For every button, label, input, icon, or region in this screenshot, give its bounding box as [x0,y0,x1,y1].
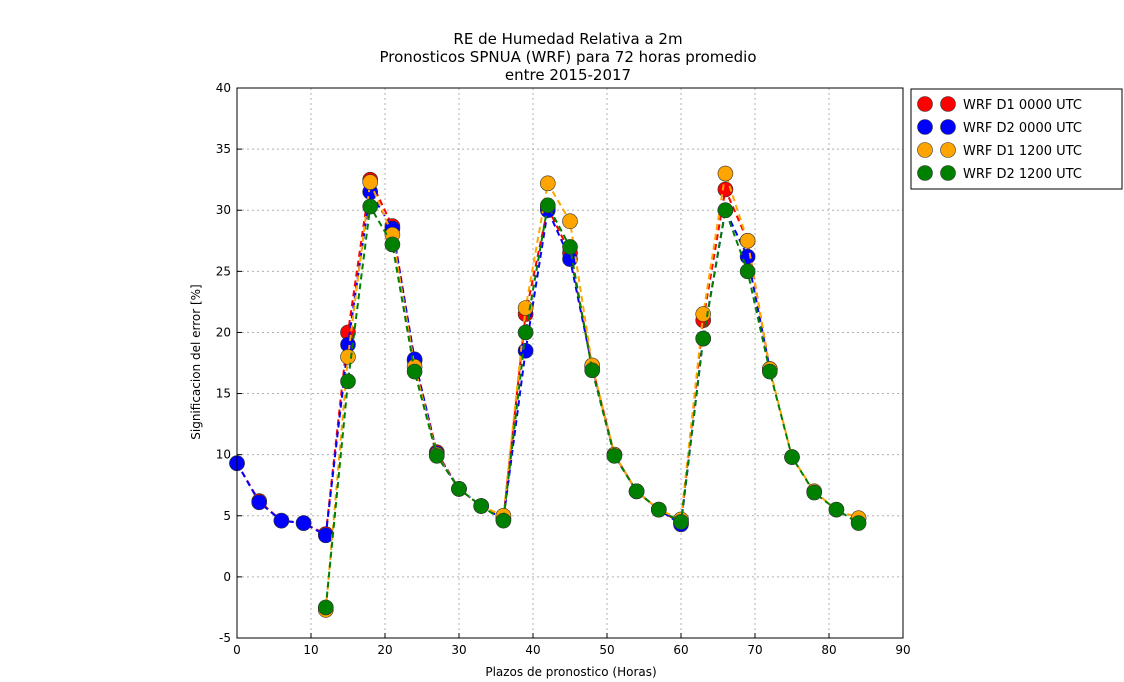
legend-label: WRF D2 0000 UTC [963,121,1082,136]
data-point [362,174,379,190]
legend-entry: WRF D2 0000 UTC [917,119,1082,136]
data-point [517,300,534,316]
data-point [362,198,379,215]
x-tick-label: 70 [747,643,762,657]
y-tick-label: -5 [219,631,231,645]
legend-entry: WRF D1 1200 UTC [917,142,1082,159]
series-line [324,173,859,610]
series-wrf-d2-0000-utc [229,184,778,544]
legend-marker [940,96,956,112]
data-point [451,481,467,497]
legend-marker [917,165,933,181]
data-point [717,165,734,182]
series-layer [229,165,867,618]
legend-label: WRF D1 1200 UTC [963,144,1082,159]
grid-lines [237,88,903,638]
data-point [717,202,734,219]
data-point [606,448,623,464]
y-axis-label: Significacion del error [%] [189,284,203,440]
data-point [695,306,712,322]
data-point [273,512,290,529]
data-point [495,512,512,529]
chart-title-line-2: Pronosticos SPNUA (WRF) para 72 horas pr… [379,48,756,66]
legend-marker [940,165,956,181]
data-point [739,263,756,280]
title-block: RE de Humedad Relativa a 2m Pronosticos … [379,30,756,84]
data-point [761,363,778,380]
legend-marker [917,96,933,112]
data-point [340,349,356,365]
chart-title-line-3: entre 2015-2017 [505,66,631,84]
data-point [806,484,823,501]
series-wrf-d1-1200-utc [317,165,867,618]
legend-entry: WRF D1 0000 UTC [917,96,1082,113]
y-tick-label: 25 [216,264,231,278]
series-wrf-d1-0000-utc [229,171,778,542]
data-point [473,498,490,514]
data-point [695,330,712,347]
chart-title-line-1: RE de Humedad Relativa a 2m [453,30,682,48]
data-point [406,363,423,380]
series-line [324,202,860,608]
data-point [828,501,845,518]
data-point [562,213,578,230]
data-point [650,501,667,518]
series-wrf-d2-1200-utc [317,197,867,616]
x-tick-label: 0 [233,643,241,657]
data-point [317,527,334,544]
legend-label: WRF D1 0000 UTC [963,98,1082,113]
x-tick-label: 90 [895,643,910,657]
x-tick-label: 40 [525,643,540,657]
y-tick-label: 20 [216,325,231,339]
x-tick-label: 20 [377,643,392,657]
data-point [784,449,800,465]
data-point [384,236,401,253]
data-point [584,362,601,379]
series-line [236,176,771,536]
legend-label: WRF D2 1200 UTC [963,167,1082,182]
legend-marker [917,119,933,135]
y-axis-ticks: -5 0 5 10 15 20 25 30 35 40 [216,81,242,645]
y-tick-label: 15 [216,387,231,401]
legend-marker [917,142,933,158]
data-point [539,197,556,214]
x-tick-label: 60 [673,643,688,657]
legend-entry: WRF D2 1200 UTC [917,165,1082,182]
y-tick-label: 30 [216,203,231,217]
x-tick-label: 10 [303,643,318,657]
x-tick-label: 50 [599,643,614,657]
y-tick-label: 10 [216,448,231,462]
data-point [428,448,445,464]
data-point [251,494,268,511]
y-tick-label: 0 [223,570,231,584]
y-tick-label: 35 [216,142,231,156]
y-tick-label: 40 [216,81,231,95]
data-point [739,248,756,265]
series-line [236,188,771,537]
x-axis-ticks: 0 10 20 30 40 50 60 70 80 90 [233,633,911,657]
legend: WRF D1 0000 UTC WRF D2 0000 UTC WRF D1 120… [910,88,1123,190]
x-axis-label: Plazos de pronostico (Horas) [485,665,656,679]
x-tick-label: 30 [451,643,466,657]
legend-marker [940,119,956,135]
data-point [517,324,534,341]
data-point [850,515,867,531]
data-point [673,514,689,530]
data-point [317,599,334,616]
y-tick-label: 5 [223,509,231,523]
data-point [295,515,312,531]
data-point [717,181,734,198]
data-point [340,373,356,390]
data-point [628,483,645,500]
data-point [562,239,578,255]
plot-area-frame [236,87,904,639]
data-point [539,175,556,192]
data-point [739,232,756,249]
x-tick-label: 80 [821,643,836,657]
legend-marker [940,142,956,158]
